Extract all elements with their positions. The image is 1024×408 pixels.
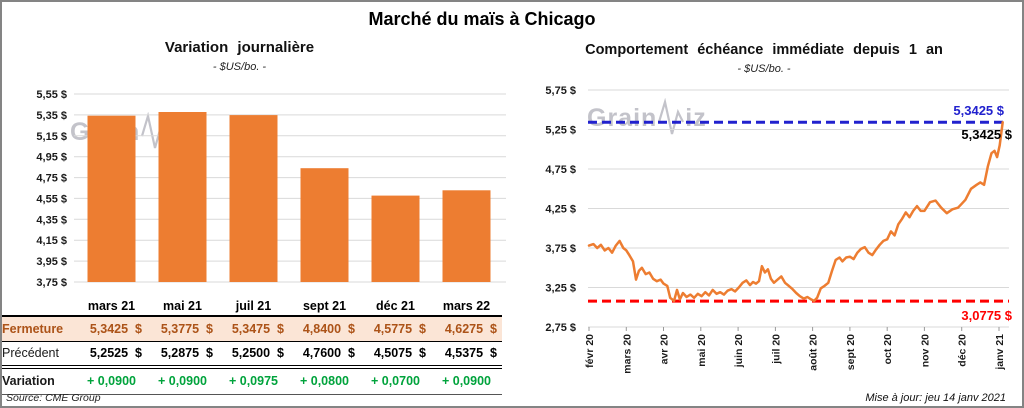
corner-cell <box>2 293 76 317</box>
month-header: juil 21 <box>218 293 289 317</box>
value-cell: + 0,0900 <box>76 367 147 395</box>
pulse-line-icon <box>658 98 685 135</box>
month-header: mars 21 <box>76 293 147 317</box>
value-cell: 4,5775 $ <box>360 316 431 342</box>
watermark-text-prefix: Grain <box>70 117 141 146</box>
month-header: sept 21 <box>289 293 360 317</box>
y-axis-label: 5,75 $ <box>545 85 576 97</box>
value-cell: 4,7600 $ <box>289 341 360 369</box>
right-chart-subtitle: - $US/bo. - <box>737 63 791 75</box>
page-title: Marché du maïs à Chicago <box>368 9 596 29</box>
y-axis-label: 2,75 $ <box>545 322 576 334</box>
watermark-text-suffix: iz <box>685 103 707 132</box>
x-axis-label: déc 20 <box>957 334 969 367</box>
month-header: mai 21 <box>147 293 218 317</box>
value-cell: + 0,0900 <box>431 367 502 395</box>
y-axis-label: 3,75 $ <box>545 243 576 255</box>
x-axis-label: avr 20 <box>659 334 671 365</box>
y-axis-label: 4,25 $ <box>545 204 576 216</box>
value-cell: + 0,0800 <box>289 367 360 395</box>
left-chart-subtitle: - $US/bo. - <box>212 61 267 73</box>
price-table: mars 21 mai 21 juil 21 sept 21 déc 21 mars 22… <box>2 293 502 395</box>
value-cell: 4,5375 $ <box>431 341 502 369</box>
right-chart-title: Comportement échéance immédiate depuis 1… <box>585 42 943 58</box>
table-row-fermeture: Fermeture 5,3425 $5,3775 $5,3475 $4,8400 $4,5… <box>2 316 502 342</box>
y-axis-label: 5,35 $ <box>36 110 67 122</box>
row-label: Variation <box>2 367 76 395</box>
month-header: déc 21 <box>360 293 431 317</box>
y-axis-label: 4,75 $ <box>36 173 67 185</box>
y-axis-label: 4,95 $ <box>36 152 67 164</box>
price-table-body: Fermeture 5,3425 $5,3775 $5,3475 $4,8400 $4,5… <box>2 316 502 395</box>
grainwiz-watermark: Grain iz <box>70 112 190 152</box>
value-cell: + 0,0975 <box>218 367 289 395</box>
high-ref-label: 5,3425 $ <box>953 103 1004 118</box>
watermark-text-prefix: Grain <box>587 103 658 132</box>
update-note: Mise à jour: jeu 14 janv 2021 <box>865 392 1006 404</box>
row-label: Précédent <box>2 341 76 369</box>
bar <box>300 168 349 282</box>
table-row-variation: Variation + 0,0900 + 0,0900 + 0,0975 + 0,080… <box>2 367 502 395</box>
value-cell: 5,3775 $ <box>147 316 218 342</box>
value-cell: 5,3425 $ <box>76 316 147 342</box>
x-axis-label: juin 20 <box>733 334 745 368</box>
value-cell: 5,2500 $ <box>218 341 289 369</box>
value-cell: 4,5075 $ <box>360 341 431 369</box>
y-axis-label: 5,25 $ <box>545 125 576 137</box>
price-table-header: mars 21 mai 21 juil 21 sept 21 déc 21 mars 22 <box>2 293 502 317</box>
x-axis-label: nov 20 <box>919 334 931 367</box>
source-note: Source: CME Group <box>6 392 101 404</box>
x-axis-label: mars 20 <box>621 334 633 374</box>
grainwiz-watermark: Grain iz <box>587 98 707 138</box>
y-axis-label: 4,55 $ <box>36 193 67 205</box>
table-row-precedent: Précédent 5,2525 $5,2875 $5,2500 $4,7600 $4,5… <box>2 341 502 369</box>
y-axis-label: 4,75 $ <box>545 164 576 176</box>
y-axis-label: 5,15 $ <box>36 131 67 143</box>
bar <box>229 115 278 282</box>
x-axis-label: juil 20 <box>770 334 782 365</box>
price-line <box>587 120 1004 303</box>
value-cell: 5,2525 $ <box>76 341 147 369</box>
value-cell: 4,8400 $ <box>289 316 360 342</box>
x-axis-label: janv 21 <box>994 334 1006 371</box>
value-cell: 4,6275 $ <box>431 316 502 342</box>
x-axis-label: oct 20 <box>882 334 894 365</box>
last-value-label: 5,3425 $ <box>961 127 1012 142</box>
x-axis-label: mai 20 <box>696 334 708 367</box>
value-cell: + 0,0700 <box>360 367 431 395</box>
pulse-line-icon <box>141 112 168 149</box>
bar <box>371 195 420 282</box>
value-cell: 5,2875 $ <box>147 341 218 369</box>
low-ref-label: 3,0775 $ <box>961 308 1012 323</box>
y-axis-label: 5,55 $ <box>36 89 67 101</box>
x-axis-label: sept 20 <box>845 334 857 370</box>
watermark-text-suffix: iz <box>168 117 190 146</box>
left-chart-title: Variation journalière <box>164 39 315 56</box>
month-header: mars 22 <box>431 293 502 317</box>
bar <box>442 190 491 282</box>
y-axis-label: 3,75 $ <box>36 277 67 289</box>
y-axis-label: 4,35 $ <box>36 214 67 226</box>
month-header-row: mars 21 mai 21 juil 21 sept 21 déc 21 mars 22 <box>2 293 502 317</box>
y-axis-label: 3,25 $ <box>545 283 576 295</box>
row-label: Fermeture <box>2 316 76 342</box>
y-axis-label: 3,95 $ <box>36 256 67 268</box>
x-axis-label: août 20 <box>808 334 820 371</box>
value-cell: 5,3475 $ <box>218 316 289 342</box>
value-cell: + 0,0900 <box>147 367 218 395</box>
x-axis-label: févr 20 <box>584 334 596 368</box>
y-axis-label: 4,15 $ <box>36 235 67 247</box>
